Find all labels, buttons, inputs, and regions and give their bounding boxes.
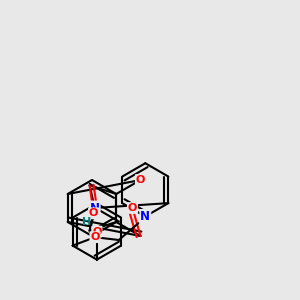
Text: O: O: [90, 232, 100, 242]
Text: O: O: [92, 226, 102, 237]
Text: N: N: [140, 210, 150, 223]
Text: O: O: [136, 175, 145, 185]
Text: N: N: [90, 202, 100, 214]
Text: O: O: [128, 203, 137, 213]
Text: O: O: [89, 208, 98, 218]
Text: H: H: [82, 217, 92, 226]
